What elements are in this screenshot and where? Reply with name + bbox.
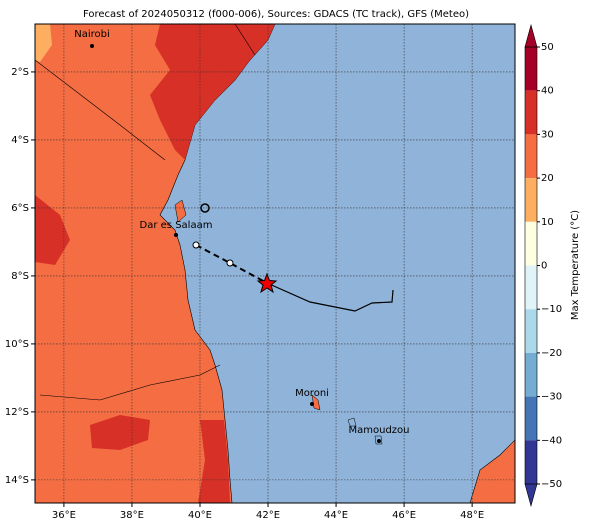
- title: Forecast of 2024050312 (f000-006), Sourc…: [83, 9, 469, 20]
- city-label: Moroni: [295, 388, 329, 399]
- colorbar-label: Max Temperature (°C): [570, 210, 581, 320]
- city-label: Dar es Salaam: [140, 220, 213, 231]
- storm-symbol: [226, 259, 234, 267]
- colorbar-band: [525, 352, 537, 397]
- colorbar-band: [525, 178, 537, 222]
- colorbar-tick-label: 0: [541, 261, 547, 272]
- madagascar: [469, 439, 515, 503]
- colorbar-tick-label: 40: [541, 86, 554, 97]
- city-dot: [310, 402, 314, 406]
- colorbar-band: [525, 396, 537, 441]
- x-tick-label: 36°E: [52, 510, 76, 521]
- storm-symbol: [200, 203, 210, 213]
- map-frame: [34, 23, 516, 504]
- y-tick-label: 12°S: [5, 407, 29, 418]
- y-tick-label: 6°S: [11, 203, 29, 214]
- colorbar-tick-label: −20: [541, 348, 562, 359]
- colorbar-tick-label: 10: [541, 217, 554, 228]
- colorbar-tick-label: −50: [541, 479, 562, 490]
- past-track: [266, 282, 394, 312]
- storm-position: [256, 272, 278, 294]
- colorbar-band: [525, 134, 537, 179]
- city-dot: [174, 233, 178, 237]
- map-area: Nairobi Dar es Salaam Moroni Mamoudzou: [35, 24, 515, 503]
- y-tick-label: 2°S: [11, 67, 29, 78]
- colorbar-tick-label: 50: [541, 42, 554, 53]
- x-tick-label: 48°E: [460, 510, 484, 521]
- x-tick-label: 38°E: [120, 510, 144, 521]
- colorbar-band: [525, 440, 537, 484]
- colorbar-band: [525, 47, 537, 91]
- hot-region: [198, 420, 230, 503]
- city-dot: [90, 44, 94, 48]
- colorbar-band: [525, 221, 537, 266]
- colorbar-band: [525, 309, 537, 353]
- forecast-track: [195, 244, 268, 284]
- hot-region: [90, 415, 150, 450]
- island: [347, 417, 357, 427]
- city-dot: [377, 439, 381, 443]
- colorbar-tick-label: −10: [541, 304, 562, 315]
- colorbar-tick-label: 30: [541, 129, 554, 140]
- x-tick-label: 44°E: [324, 510, 348, 521]
- city-label: Nairobi: [74, 29, 110, 40]
- y-tick-label: 4°S: [11, 135, 29, 146]
- colorbar-tick-label: −40: [541, 435, 562, 446]
- grid: [35, 24, 515, 503]
- hot-region: [35, 195, 70, 265]
- city-label: Mamoudzou: [348, 425, 409, 436]
- x-tick-label: 42°E: [256, 510, 280, 521]
- y-tick-label: 14°S: [5, 475, 29, 486]
- colorbar-band: [525, 265, 537, 310]
- warm-region: [35, 24, 52, 62]
- hot-region: [150, 24, 275, 160]
- x-tick-label: 46°E: [392, 510, 416, 521]
- colorbar-tick-label: −30: [541, 392, 562, 403]
- colorbar-tick-label: 20: [541, 173, 554, 184]
- x-tick-label: 40°E: [188, 510, 212, 521]
- border: [35, 24, 256, 401]
- colorbar-extend: [524, 483, 538, 508]
- y-tick-label: 10°S: [5, 339, 29, 350]
- storm-symbol: [192, 241, 200, 249]
- colorbar-extend: [524, 23, 538, 48]
- island: [174, 199, 187, 223]
- y-tick-label: 8°S: [11, 271, 29, 282]
- colorbar-band: [525, 90, 537, 135]
